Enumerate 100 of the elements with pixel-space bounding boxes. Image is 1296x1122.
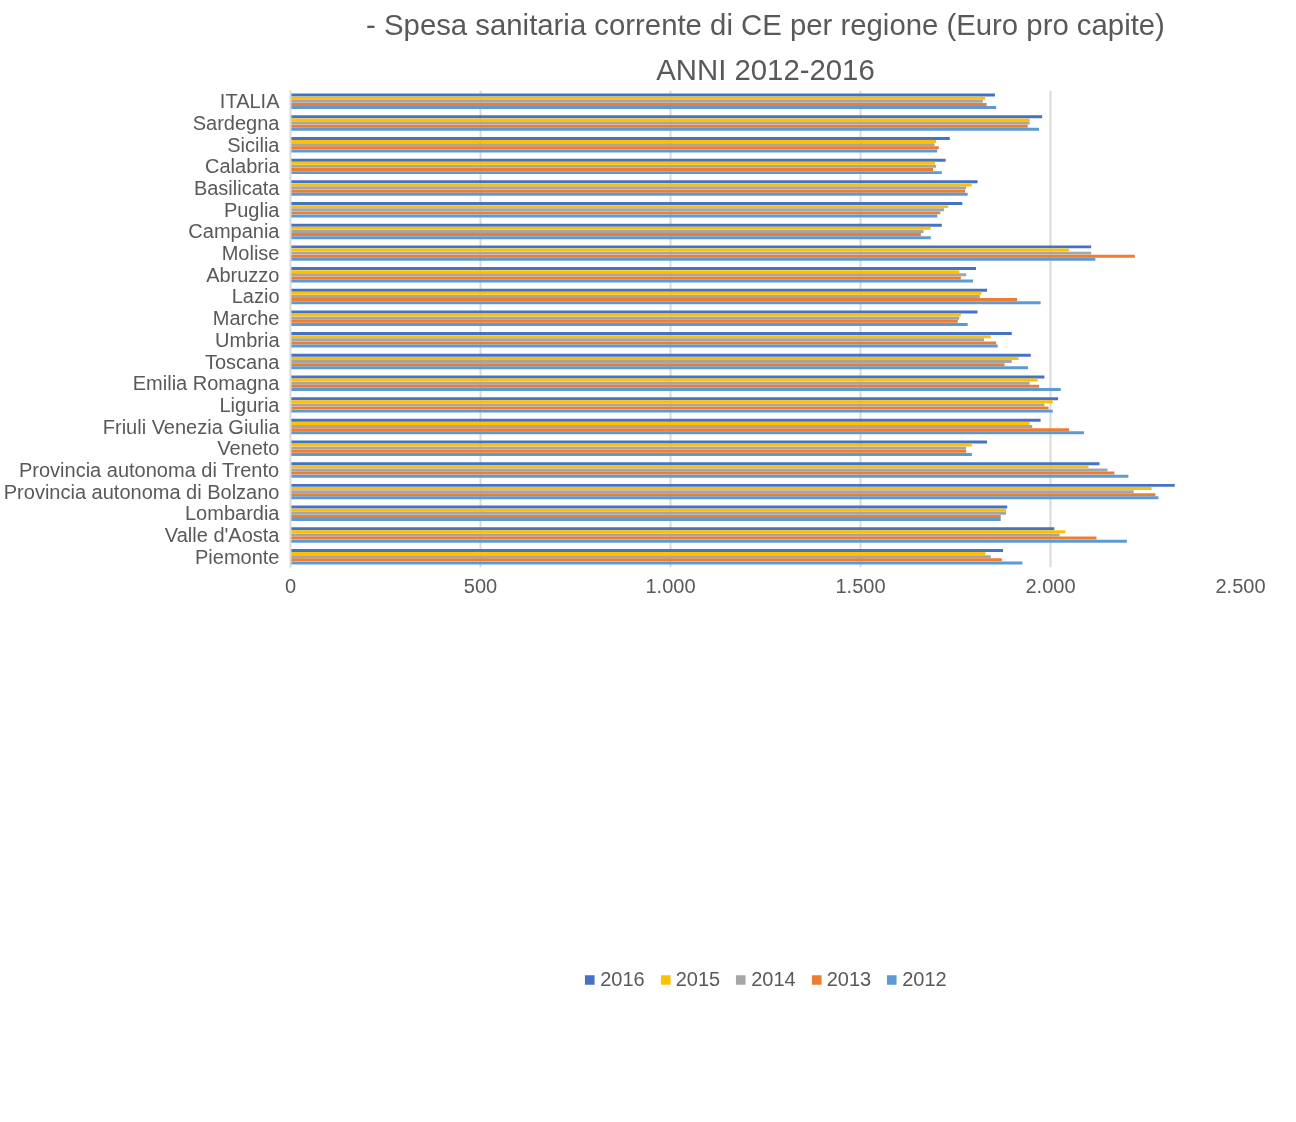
bar xyxy=(290,471,1115,475)
bar xyxy=(290,332,1012,336)
bar xyxy=(290,205,949,209)
bar xyxy=(290,428,1070,432)
bar xyxy=(290,208,945,212)
bar xyxy=(290,245,1092,249)
bar xyxy=(290,431,1084,435)
bar xyxy=(290,279,973,283)
y-tick-label: Basilicata xyxy=(193,177,281,200)
legend-label: 2013 xyxy=(826,967,872,991)
y-tick-label: Umbria xyxy=(215,328,281,351)
y-tick-label: Valle d'Aosta xyxy=(164,523,281,546)
bar xyxy=(290,397,1059,401)
y-tick-label: Provincia autonoma di Bolzano xyxy=(3,480,280,503)
bar xyxy=(290,530,1066,534)
bar xyxy=(290,533,1060,537)
chart-subtitle: ANNI 2012-2016 xyxy=(656,52,875,86)
bar xyxy=(290,465,1089,469)
bar xyxy=(290,93,996,97)
y-tick-label: Emilia Romagna xyxy=(132,372,281,395)
bar xyxy=(290,425,1033,429)
y-tick-label: Liguria xyxy=(219,393,281,416)
y-tick-label: Piemonte xyxy=(195,545,280,568)
x-tick-label: 0 xyxy=(284,574,297,597)
bar xyxy=(290,387,1061,391)
bar xyxy=(290,136,950,140)
bar xyxy=(290,360,1012,364)
y-tick-label: Veneto xyxy=(217,437,280,460)
bar xyxy=(290,443,972,447)
bar xyxy=(290,487,1152,490)
bar xyxy=(290,233,921,237)
y-tick-label: Campania xyxy=(188,220,281,243)
y-tick-label: Lazio xyxy=(231,285,280,308)
bar xyxy=(290,310,978,314)
y-tick-label: ITALIA xyxy=(219,90,281,113)
bar xyxy=(290,552,986,556)
y-tick-label: Sicilia xyxy=(227,133,281,156)
legend-label: 2014 xyxy=(751,967,796,991)
bar xyxy=(290,267,977,271)
x-tick-label: 500 xyxy=(463,574,498,597)
bar xyxy=(290,226,931,230)
bar xyxy=(290,180,978,184)
bar xyxy=(290,251,1092,255)
bar xyxy=(290,527,1055,531)
bar xyxy=(290,353,1031,357)
bar xyxy=(290,375,1045,379)
bar xyxy=(290,202,963,205)
bar xyxy=(290,468,1108,472)
bar xyxy=(290,291,982,295)
bar xyxy=(290,561,1023,565)
bar xyxy=(290,381,1030,385)
legend-label: 2012 xyxy=(902,967,947,991)
bar xyxy=(290,229,924,233)
bar xyxy=(290,183,972,187)
bar xyxy=(290,536,1097,540)
bar xyxy=(290,409,1053,413)
bar xyxy=(290,335,991,339)
y-tick-label: Sardegna xyxy=(192,112,281,135)
bar xyxy=(290,558,1002,562)
bar xyxy=(290,115,1043,119)
bar xyxy=(290,223,942,227)
bar xyxy=(290,400,1053,404)
bar xyxy=(290,338,984,342)
x-tick-label: 1.500 xyxy=(835,574,886,597)
bar xyxy=(290,483,1175,487)
y-tick-label: Provincia autonoma di Trento xyxy=(18,458,280,481)
y-tick-label: Calabria xyxy=(205,155,281,178)
bar xyxy=(290,288,988,292)
bar xyxy=(290,273,967,277)
bar xyxy=(290,378,1038,382)
legend-label: 2016 xyxy=(600,967,645,991)
bar xyxy=(290,322,968,326)
bar xyxy=(290,490,1134,494)
x-tick-label: 2.000 xyxy=(1025,574,1076,597)
y-tick-label: Marche xyxy=(212,307,280,330)
bar xyxy=(290,171,942,175)
bar xyxy=(290,462,1100,466)
y-tick-label: Friuli Venezia Giulia xyxy=(102,415,281,438)
y-tick-label: Molise xyxy=(221,242,280,265)
bar xyxy=(290,356,1019,360)
x-tick-label: 2.500 xyxy=(1215,574,1266,597)
bar xyxy=(290,102,987,106)
bar xyxy=(290,548,1003,552)
x-tick-label: 1.000 xyxy=(645,574,696,597)
bar xyxy=(290,421,1030,425)
bar xyxy=(290,236,931,240)
bar xyxy=(290,301,1041,305)
y-tick-label: Toscana xyxy=(205,350,281,373)
bar xyxy=(290,254,1135,258)
y-tick-label: Abruzzo xyxy=(206,263,280,286)
bar xyxy=(290,518,1001,522)
bar xyxy=(290,555,991,559)
bar xyxy=(290,384,1040,388)
bar xyxy=(290,270,960,274)
bar xyxy=(290,158,946,162)
bar xyxy=(290,539,1127,543)
bar xyxy=(290,363,1005,367)
bar xyxy=(290,127,1040,131)
bar xyxy=(290,514,1001,518)
bar xyxy=(290,453,972,456)
